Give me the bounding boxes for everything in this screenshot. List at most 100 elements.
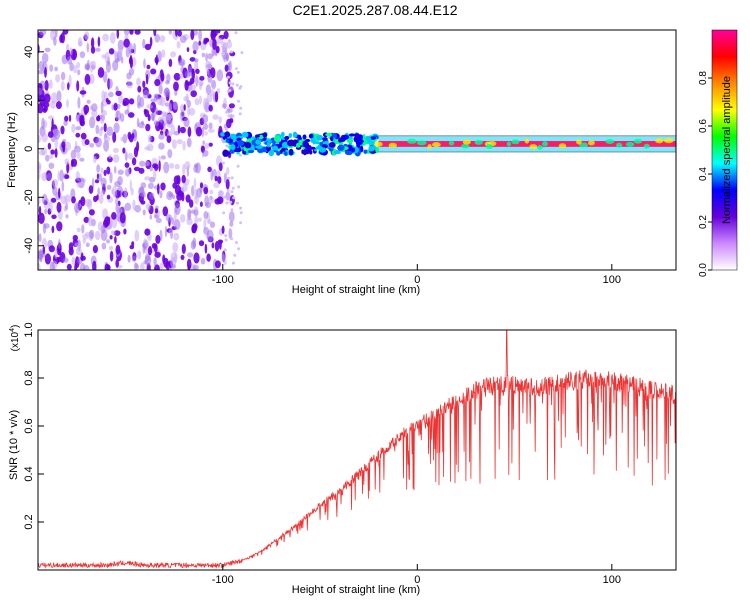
noise-blob	[142, 38, 146, 49]
noise-blob	[212, 168, 217, 178]
noise-blob	[181, 174, 186, 184]
noise-blob	[118, 94, 124, 104]
noise-blob	[48, 245, 55, 253]
signal-blob	[247, 149, 255, 154]
noise-blob	[225, 201, 229, 205]
noise-blob	[238, 153, 242, 157]
noise-blob	[161, 49, 166, 58]
noise-blob	[198, 217, 202, 222]
noise-blob	[140, 182, 147, 189]
noise-blob	[127, 254, 131, 263]
noise-blob	[55, 74, 61, 83]
noise-blob	[180, 254, 185, 260]
signal-blob	[363, 149, 368, 154]
noise-blob	[95, 47, 101, 52]
noise-blob	[128, 68, 135, 76]
noise-blob	[210, 79, 214, 88]
noise-blob	[168, 228, 174, 235]
noise-blob	[111, 212, 117, 220]
noise-blob	[124, 202, 132, 212]
noise-blob	[68, 74, 72, 87]
noise-blob	[77, 37, 82, 47]
noise-blob	[109, 171, 113, 184]
noise-blob	[147, 143, 154, 152]
noise-blob	[89, 73, 95, 85]
signal-blob	[287, 139, 295, 147]
signal-blob	[371, 141, 375, 146]
signal-blob	[362, 142, 366, 146]
noise-blob	[71, 196, 76, 204]
noise-blob	[205, 124, 209, 130]
noise-blob	[150, 111, 155, 121]
noise-blob	[106, 184, 112, 191]
noise-blob	[100, 167, 104, 174]
noise-blob	[137, 85, 142, 93]
signal-blob	[220, 132, 226, 137]
noise-blob	[228, 39, 231, 43]
noise-blob	[38, 233, 42, 243]
snr-scale-factor: (x104)	[9, 325, 21, 352]
noise-blob	[123, 30, 130, 36]
signal-blob	[616, 142, 623, 148]
noise-blob	[117, 169, 124, 175]
noise-blob	[57, 256, 61, 263]
noise-blob	[230, 176, 234, 180]
noise-blob	[53, 36, 57, 46]
signal-blob	[288, 133, 293, 138]
noise-blob	[98, 194, 104, 204]
noise-blob	[206, 229, 214, 242]
noise-blob	[45, 154, 50, 162]
noise-blob	[87, 216, 93, 227]
noise-blob	[149, 214, 153, 220]
noise-blob	[149, 192, 155, 200]
noise-blob	[174, 184, 182, 196]
noise-blob	[101, 242, 107, 250]
signal-blob	[358, 134, 363, 141]
signal-blob	[233, 147, 240, 153]
noise-blob	[108, 48, 115, 55]
noise-blob	[214, 260, 221, 269]
noise-blob	[138, 167, 145, 174]
snr-x-ticks: -100 0 100	[212, 564, 621, 586]
signal-blob	[302, 140, 308, 148]
signal-blob	[284, 135, 290, 140]
noise-blob	[66, 162, 70, 174]
noise-blob	[147, 134, 152, 143]
signal-blob	[416, 140, 427, 146]
noise-blob	[149, 166, 154, 172]
noise-blob	[38, 149, 46, 156]
noise-blob	[76, 182, 83, 188]
signal-blob	[367, 137, 372, 142]
noise-blob	[196, 187, 202, 198]
noise-blob	[88, 209, 95, 216]
y-tick-label: 1.0	[23, 322, 35, 337]
signal-blob	[346, 138, 354, 144]
noise-blob	[114, 50, 118, 58]
noise-blob	[100, 101, 104, 114]
noise-blob	[109, 32, 116, 44]
noise-blob	[154, 251, 161, 258]
noise-blob	[96, 173, 100, 180]
noise-blob	[208, 122, 213, 130]
noise-blob	[55, 30, 58, 38]
noise-blob	[38, 212, 45, 224]
noise-blob	[191, 84, 197, 91]
noise-blob	[194, 194, 199, 205]
signal-blob	[348, 133, 356, 137]
noise-blob	[222, 103, 227, 109]
noise-blob	[124, 151, 128, 162]
signal-blob	[579, 142, 588, 148]
noise-blob	[231, 186, 235, 190]
noise-blob	[133, 146, 139, 158]
spectrogram-y-ticks: -40 -20 0 20 40	[23, 46, 44, 254]
noise-blob	[100, 177, 107, 188]
noise-blob	[38, 170, 41, 181]
y-tick-label: 0.8	[23, 370, 35, 385]
noise-blob	[97, 221, 103, 232]
noise-blob	[60, 81, 65, 91]
noise-blob	[160, 72, 165, 82]
noise-blob	[179, 73, 184, 79]
noise-blob	[194, 58, 199, 63]
noise-blob	[186, 217, 193, 226]
noise-blob	[91, 109, 98, 118]
